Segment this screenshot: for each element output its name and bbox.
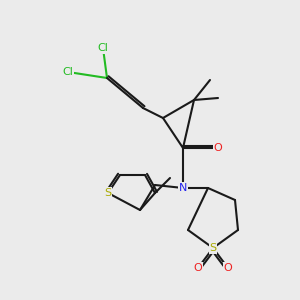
Text: S: S — [104, 188, 112, 198]
Text: O: O — [194, 263, 202, 273]
Text: O: O — [224, 263, 232, 273]
Text: S: S — [209, 243, 217, 253]
Text: O: O — [214, 143, 222, 153]
Text: N: N — [179, 183, 187, 193]
Text: Cl: Cl — [63, 67, 74, 77]
Text: Cl: Cl — [98, 43, 108, 53]
